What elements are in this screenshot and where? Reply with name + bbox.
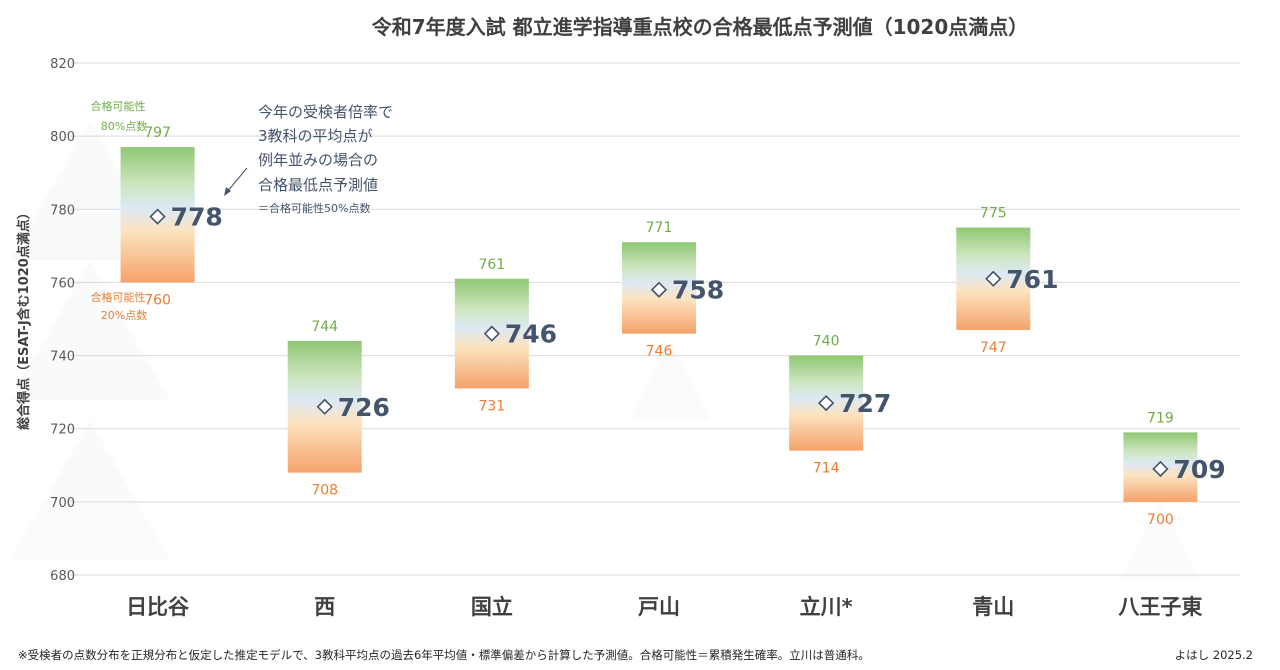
x-tick-label: 日比谷 [126,595,190,619]
mid-marker [985,270,1002,287]
high-value-label: 719 [1147,410,1174,426]
y-tick-label: 800 [50,130,75,145]
note-line-1: 今年の受検者倍率で [258,103,393,121]
y-tick-label: 780 [50,203,75,218]
high-value-label: 797 [144,125,171,141]
mid-marker [1152,460,1169,478]
note-arrow-head [224,187,231,196]
credit: よはし 2025.2 [1175,648,1253,662]
chart-title: 令和7年度入試 都立進学指導重点校の合格最低点予測値（1020点満点） [372,15,1029,39]
x-tick-label: 八王子東 [1118,595,1202,619]
footnote: ※受検者の点数分布を正規分布と仮定した推定モデルで、3教科平均点の過去6年平均値… [18,648,870,662]
high-value-label: 771 [646,220,673,236]
x-tick-label: 立川* [800,595,853,619]
x-tick-label: 国立 [471,595,513,619]
high-value-label: 775 [980,206,1007,222]
bars: 797 760 778 744 708 726 761 731 746 771 746 758 740 7… [120,125,1226,528]
y-tick-label: 760 [50,276,75,291]
high-value-label: 744 [311,319,338,335]
note-line-4: 合格最低点予測値 [258,176,378,194]
mid-value-label: 709 [1173,455,1225,484]
y-tick-label: 700 [50,496,75,511]
mid-value-label: 758 [672,276,724,305]
note-small: ＝合格可能性50%点数 [258,201,370,215]
low-value-label: 746 [646,344,673,360]
low-value-label: 747 [980,340,1007,356]
low-value-label: 731 [478,398,505,414]
note-arrow [226,167,248,193]
low-value-label: 708 [311,483,338,499]
mid-marker [316,398,333,415]
note-line-3: 例年並みの場合の [258,151,378,169]
note-line-2: 3教科の平均点が [258,127,373,145]
x-tick-label: 西 [314,595,335,619]
mid-value-label: 727 [839,389,891,418]
y-tick-label: 720 [50,423,75,438]
y-tick-label: 740 [50,350,75,365]
mid-marker [650,281,668,298]
y-tick-label: 680 [50,569,75,584]
x-tick-label: 青山 [972,595,1014,619]
y-axis: 680 700 720 740 760 780 800 820 [50,57,75,584]
low-value-label: 700 [1147,512,1174,528]
high-annotation-line2: 80%点数 [101,120,147,133]
low-annotation-line2: 20%点数 [101,309,147,322]
annotation: 合格可能性 80%点数 合格可能性 20%点数 今年の受検者倍率で 3教科の平均… [91,99,394,322]
high-value-label: 740 [813,334,840,350]
x-tick-label: 戸山 [638,595,680,619]
y-tick-label: 820 [50,57,75,72]
mid-value-label: 726 [338,393,390,422]
mid-value-label: 761 [1006,265,1058,294]
mid-marker [483,325,500,342]
low-value-label: 714 [813,461,840,477]
mid-marker [818,394,835,412]
x-axis: 日比谷 西 国立 戸山 立川* 青山 八王子東 [126,595,1202,619]
low-annotation-line1: 合格可能性 [91,290,146,304]
high-annotation-line1: 合格可能性 [91,99,146,113]
high-value-label: 761 [478,257,505,273]
mid-value-label: 778 [171,203,223,232]
grid [70,62,1240,576]
mid-marker [149,208,166,225]
y-axis-label: 総合得点（ESAT-J含む1020点満点） [16,206,32,430]
low-value-label: 760 [144,292,171,308]
mid-value-label: 746 [505,320,557,349]
